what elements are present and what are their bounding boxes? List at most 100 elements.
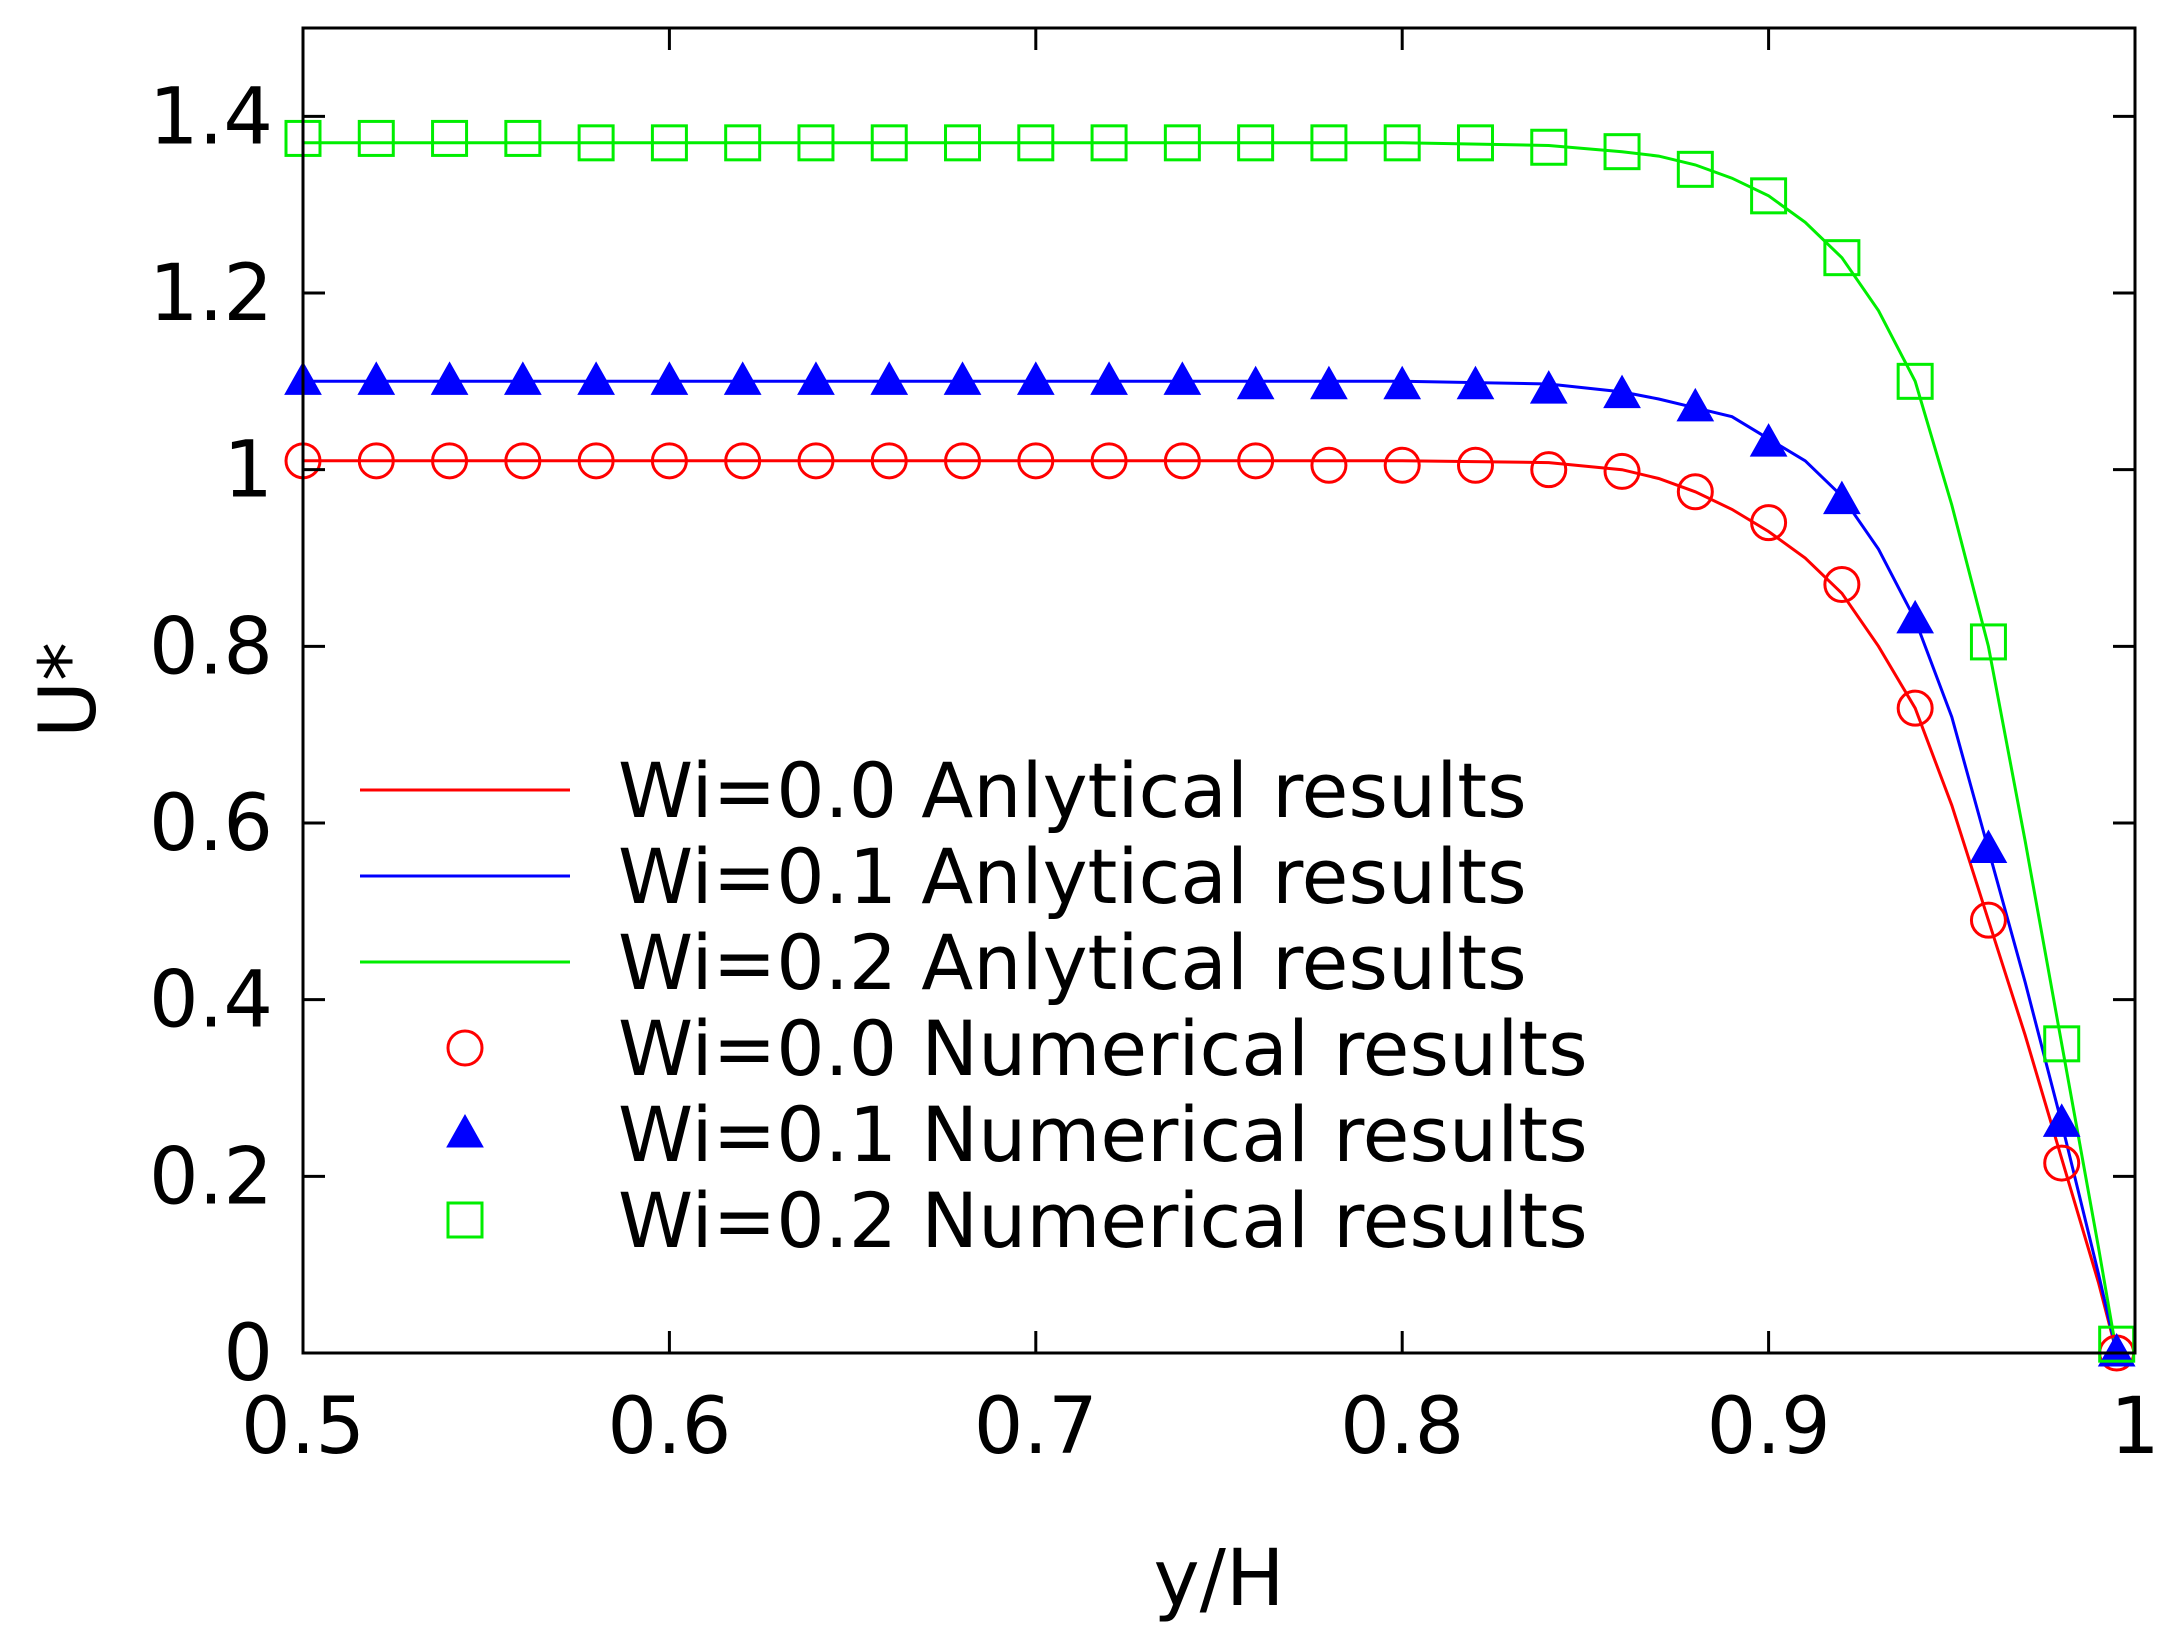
- data-point-square-5-4: [577, 124, 615, 162]
- data-point-triangle-4-7: [797, 361, 835, 395]
- data-point-square-5-22: [1896, 362, 1934, 400]
- y-tick-label: 0.8: [149, 602, 273, 692]
- data-point-triangle-4-9: [943, 361, 982, 395]
- data-point-square-5-17: [1530, 128, 1568, 166]
- data-point-triangle-4-24: [2042, 1103, 2081, 1137]
- x-tick-label: 0.9: [1707, 1382, 1831, 1472]
- data-point-circle-3-16: [1456, 446, 1494, 484]
- data-point-square-5-21: [1823, 239, 1861, 277]
- data-point-square-5-19: [1676, 150, 1714, 188]
- data-point-square-5-5: [650, 124, 688, 162]
- plot-frame: [301, 26, 2137, 1355]
- legend-label-3: Wi=0.0 Numerical results: [618, 1004, 1588, 1093]
- legend-marker-swatch-5: [446, 1201, 484, 1239]
- data-point-triangle-4-10: [1016, 361, 1055, 395]
- data-point-circle-3-18: [1603, 452, 1641, 490]
- data-point-square-5-7: [797, 124, 835, 162]
- data-point-square-5-23: [1969, 623, 2007, 661]
- data-point-circle-3-5: [650, 442, 688, 480]
- data-point-circle-3-13: [1237, 442, 1275, 480]
- data-point-triangle-4-4: [577, 361, 615, 395]
- x-tick-label: 0.6: [607, 1382, 731, 1472]
- y-tick-label: 1.2: [149, 249, 273, 339]
- data-point-triangle-4-6: [723, 361, 762, 395]
- data-point-circle-3-12: [1163, 442, 1201, 480]
- x-tick-label: 0.8: [1340, 1382, 1464, 1472]
- legend-label-4: Wi=0.1 Numerical results: [618, 1090, 1588, 1179]
- data-point-triangle-4-14: [1310, 365, 1348, 400]
- data-point-circle-3-22: [1896, 689, 1934, 727]
- legend-label-0: Wi=0.0 Anlytical results: [618, 746, 1527, 835]
- x-tick-label: 1: [2110, 1382, 2160, 1472]
- series-line-0: [303, 459, 2119, 1354]
- data-point-square-5-20: [1750, 177, 1788, 215]
- legend-marker-swatch-3: [446, 1029, 484, 1067]
- data-point-square-5-12: [1163, 124, 1201, 162]
- data-point-circle-3-4: [577, 442, 615, 480]
- data-point-triangle-4-20: [1749, 423, 1788, 457]
- data-point-circle-3-17: [1530, 451, 1568, 489]
- data-point-circle-3-1: [357, 442, 395, 480]
- data-point-triangle-4-8: [870, 361, 909, 395]
- data-point-triangle-4-21: [1823, 480, 1861, 515]
- data-point-circle-3-3: [504, 442, 542, 480]
- data-point-square-5-1: [357, 119, 395, 157]
- data-point-triangle-4-16: [1456, 365, 1495, 400]
- data-point-triangle-4-18: [1603, 374, 1641, 409]
- data-point-triangle-4-13: [1236, 365, 1275, 400]
- data-point-triangle-4-12: [1163, 361, 1202, 395]
- y-axis-label: U*: [24, 642, 114, 738]
- data-point-triangle-4-19: [1676, 387, 1715, 422]
- x-tick-label: 0.5: [241, 1382, 365, 1472]
- legend-label-1: Wi=0.1 Anlytical results: [618, 832, 1527, 921]
- data-point-triangle-4-22: [1896, 599, 1935, 634]
- data-point-triangle-4-25: [2097, 1332, 2136, 1367]
- data-point-square-5-15: [1383, 124, 1421, 162]
- data-point-square-5-3: [504, 119, 542, 157]
- data-point-square-5-9: [944, 124, 982, 162]
- data-point-circle-3-21: [1823, 566, 1861, 603]
- data-point-square-5-8: [870, 124, 908, 162]
- legend-label-5: Wi=0.2 Numerical results: [618, 1176, 1588, 1265]
- data-point-square-5-6: [724, 124, 762, 162]
- y-tick-label: 0.4: [149, 956, 273, 1046]
- data-point-circle-3-11: [1090, 442, 1128, 480]
- x-axis-label: y/H: [1153, 1534, 1284, 1624]
- data-point-circle-3-14: [1310, 446, 1348, 484]
- data-point-square-5-18: [1603, 133, 1641, 171]
- data-point-triangle-4-11: [1090, 361, 1128, 395]
- data-point-square-5-24: [2043, 1025, 2081, 1063]
- data-point-triangle-4-15: [1383, 365, 1422, 400]
- y-tick-label: 1: [223, 426, 273, 516]
- data-point-circle-3-20: [1750, 504, 1788, 542]
- data-point-triangle-4-17: [1529, 370, 1568, 404]
- x-tick-label: 0.7: [974, 1382, 1098, 1472]
- data-point-square-5-13: [1237, 124, 1275, 162]
- data-point-circle-3-9: [944, 442, 982, 480]
- data-point-triangle-4-1: [357, 361, 396, 395]
- legend-marker-swatch-4: [446, 1113, 484, 1148]
- data-point-triangle-4-2: [430, 361, 469, 395]
- tick-labels: 0.5 0.6 0.7 0.8 0.9 1 0 0.2 0.4 0.6 0.8 1 1.2 1.4: [149, 72, 2160, 1472]
- y-tick-label: 0: [223, 1309, 273, 1399]
- data-point-circle-3-19: [1676, 473, 1714, 511]
- y-tick-label: 0.2: [149, 1132, 273, 1222]
- data-point-circle-3-23: [1969, 901, 2007, 939]
- data-point-square-5-16: [1456, 124, 1494, 162]
- data-point-circle-3-15: [1383, 446, 1421, 484]
- data-point-square-5-14: [1310, 124, 1348, 162]
- data-point-triangle-4-5: [650, 361, 689, 395]
- data-point-square-5-2: [431, 119, 469, 157]
- y-tick-label: 1.4: [149, 72, 273, 162]
- data-point-triangle-4-3: [503, 361, 542, 395]
- axis-ticks: [301, 28, 2137, 1355]
- data-point-circle-3-7: [797, 442, 835, 480]
- series-line-1: [303, 379, 2119, 1354]
- data-point-circle-3-2: [431, 442, 469, 480]
- data-point-square-5-11: [1090, 124, 1128, 162]
- data-point-square-5-10: [1017, 124, 1055, 162]
- data-point-triangle-4-23: [1969, 829, 2008, 863]
- legend-label-2: Wi=0.2 Anlytical results: [618, 918, 1527, 1007]
